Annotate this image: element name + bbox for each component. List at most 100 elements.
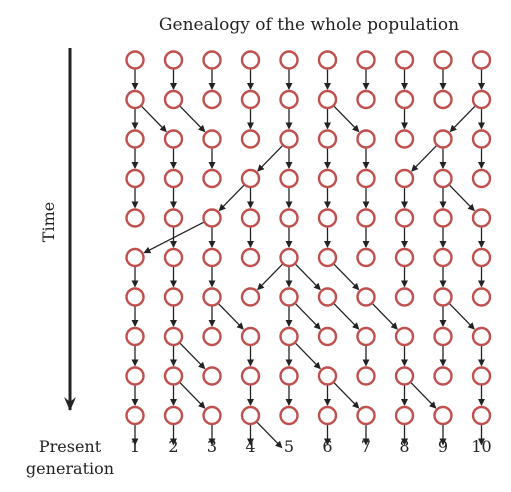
- descent-arrow: [295, 303, 321, 330]
- individual-node: [279, 405, 299, 426]
- individual-node: [394, 247, 415, 268]
- individual-label: 6: [322, 437, 332, 456]
- individual-node: [317, 89, 338, 110]
- individual-node: [356, 326, 376, 347]
- individual-node: [394, 366, 415, 386]
- descent-arrow: [179, 342, 206, 370]
- individual-label: 7: [361, 437, 371, 456]
- individual-node: [240, 208, 261, 228]
- individual-node: [240, 405, 261, 426]
- individual-node: [471, 89, 492, 110]
- individual-label: 1: [130, 437, 140, 456]
- individual-node: [433, 89, 453, 110]
- individuals: [125, 50, 492, 426]
- individual-node: [356, 208, 376, 228]
- descent-arrow: [256, 421, 283, 449]
- individual-node: [356, 366, 376, 386]
- individual-node: [471, 287, 492, 307]
- individual-node: [163, 326, 184, 347]
- individual-node: [202, 366, 222, 386]
- individual-node: [279, 50, 299, 70]
- parent-links: [131, 69, 485, 449]
- individual-node: [279, 326, 299, 347]
- individual-node: [279, 247, 299, 268]
- individual-node: [202, 168, 222, 189]
- individual-node: [202, 89, 222, 110]
- individual-node: [356, 89, 376, 110]
- individual-node: [433, 405, 453, 426]
- individual-node: [433, 208, 453, 228]
- individual-node: [163, 129, 184, 149]
- individual-node: [279, 129, 299, 149]
- descent-arrow: [372, 303, 398, 330]
- individual-node: [240, 247, 261, 268]
- individual-node: [471, 129, 492, 149]
- individual-node: [317, 208, 338, 228]
- individual-node: [433, 326, 453, 347]
- individual-node: [317, 287, 338, 307]
- individual-node: [240, 366, 261, 386]
- individual-node: [125, 208, 145, 228]
- individual-node: [433, 50, 453, 70]
- individual-node: [279, 287, 299, 307]
- individual-node: [163, 50, 184, 70]
- descent-arrow: [411, 145, 437, 172]
- individual-node: [125, 50, 145, 70]
- individual-node: [202, 326, 222, 347]
- individual-node: [240, 326, 261, 347]
- individual-node: [433, 247, 453, 268]
- individual-node: [356, 405, 376, 426]
- individual-node: [125, 89, 145, 110]
- individual-node: [394, 129, 415, 149]
- descent-arrow: [449, 184, 475, 212]
- individual-node: [163, 287, 184, 307]
- individual-label: 5: [284, 437, 294, 456]
- individual-node: [279, 208, 299, 228]
- individual-node: [433, 366, 453, 386]
- individual-node: [279, 366, 299, 386]
- individual-node: [356, 247, 376, 268]
- individual-node: [163, 168, 184, 189]
- individual-node: [125, 326, 145, 347]
- individual-label: 3: [207, 437, 217, 456]
- individual-node: [394, 287, 415, 307]
- individual-label: 10: [471, 437, 491, 456]
- individual-node: [471, 208, 492, 228]
- individual-node: [471, 247, 492, 268]
- time-axis-label: Time: [39, 202, 58, 242]
- individual-node: [356, 129, 376, 149]
- individual-node: [317, 247, 338, 268]
- individual-node: [202, 129, 222, 149]
- individual-node: [394, 326, 415, 347]
- individual-node: [202, 50, 222, 70]
- descent-arrow: [333, 263, 360, 291]
- individual-node: [317, 405, 338, 426]
- descent-arrow: [295, 263, 321, 291]
- individual-node: [163, 366, 184, 386]
- individual-node: [317, 50, 338, 70]
- individual-node: [356, 50, 376, 70]
- individual-labels: 1 2 3 4 5 6 7 8 9 10: [130, 437, 492, 456]
- individual-node: [317, 129, 338, 149]
- individual-node: [240, 89, 261, 110]
- descent-arrow: [257, 145, 283, 172]
- individual-node: [240, 50, 261, 70]
- descent-arrow: [410, 382, 437, 409]
- descent-arrow: [449, 105, 476, 133]
- individual-node: [394, 208, 415, 228]
- individual-node: [125, 247, 145, 268]
- individual-node: [394, 89, 415, 110]
- individual-node: [240, 168, 261, 189]
- individual-node: [317, 366, 338, 386]
- individual-label: 2: [168, 437, 178, 456]
- descent-arrow: [179, 382, 206, 409]
- individual-node: [163, 405, 184, 426]
- descent-arrow: [333, 105, 360, 133]
- individual-label: 4: [245, 437, 255, 456]
- descent-arrow: [179, 105, 206, 133]
- individual-node: [471, 366, 492, 386]
- individual-node: [202, 208, 222, 228]
- individual-node: [433, 287, 453, 307]
